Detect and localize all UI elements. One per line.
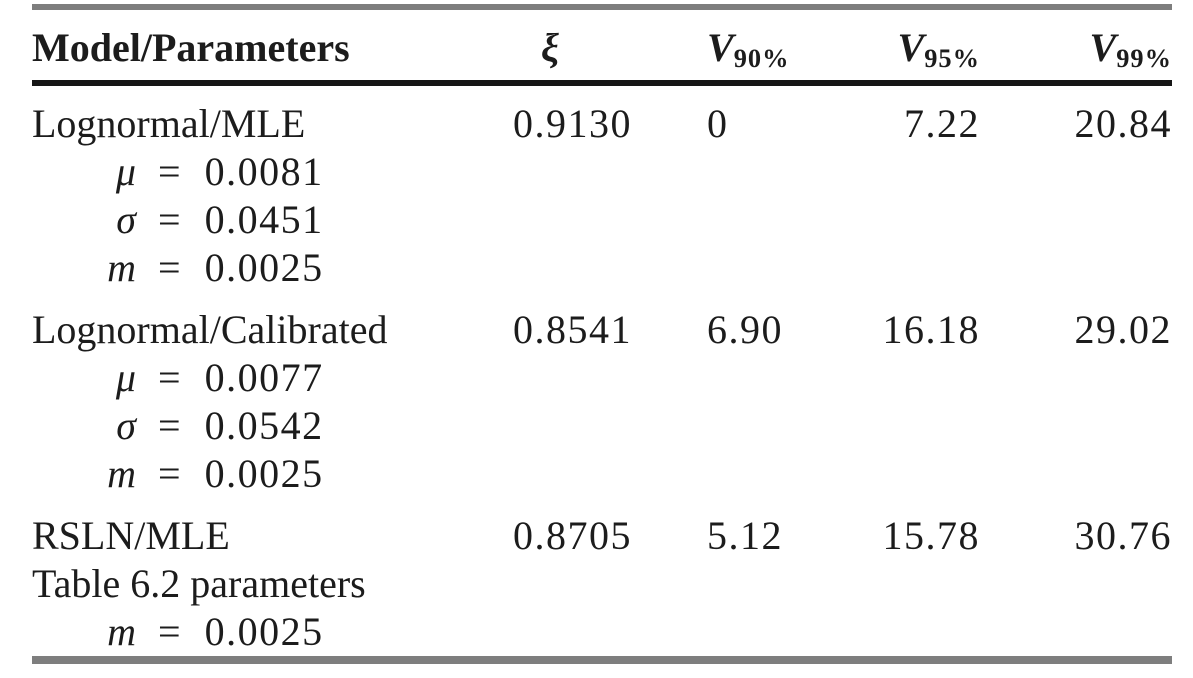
parameter-line: μ = 0.0081 bbox=[32, 148, 460, 196]
column-header-v90: V90% bbox=[640, 7, 830, 86]
parameter-symbol: σ bbox=[116, 197, 136, 242]
cell-v90: 6.90 bbox=[707, 307, 783, 352]
model-cell: Lognormal/Calibrated μ = 0.0077 σ = 0.05… bbox=[32, 292, 460, 498]
cell-v99: 30.76 bbox=[1074, 513, 1172, 558]
cell-xi: 0.9130 bbox=[513, 101, 632, 146]
parameter-line: m = 0.0025 bbox=[32, 450, 460, 498]
equals-sign: = bbox=[158, 355, 181, 400]
v99-base: V bbox=[1089, 25, 1117, 70]
cell-xi: 0.8705 bbox=[513, 513, 632, 558]
cell-xi: 0.8541 bbox=[513, 307, 632, 352]
parameter-value: 0.0451 bbox=[204, 197, 324, 242]
parameter-symbol: m bbox=[107, 245, 136, 290]
cell-v90: 0 bbox=[707, 101, 729, 146]
parameter-symbol: m bbox=[107, 451, 136, 496]
equals-sign: = bbox=[158, 245, 181, 290]
cell-v95: 16.18 bbox=[882, 307, 980, 352]
parameter-symbol: μ bbox=[115, 355, 136, 400]
model-cell: RSLN/MLE Table 6.2 parameters m = 0.0025 bbox=[32, 498, 460, 660]
column-header-model: Model/Parameters bbox=[32, 7, 460, 86]
v95-base: V bbox=[897, 25, 925, 70]
v90-base: V bbox=[707, 25, 734, 70]
column-header-xi: ξ bbox=[460, 7, 640, 86]
model-cell: Lognormal/MLE μ = 0.0081 σ = 0.0451 m = bbox=[32, 83, 460, 292]
parameter-symbol: μ bbox=[115, 149, 136, 194]
v95-subscript: 95% bbox=[924, 42, 980, 73]
table-row: Lognormal/MLE μ = 0.0081 σ = 0.0451 m = bbox=[32, 83, 1172, 292]
equals-sign: = bbox=[158, 197, 181, 242]
equals-sign: = bbox=[158, 149, 181, 194]
equals-sign: = bbox=[158, 451, 181, 496]
parameter-value: 0.0542 bbox=[204, 403, 324, 448]
parameter-value: 0.0081 bbox=[204, 149, 324, 194]
table-row: Lognormal/Calibrated μ = 0.0077 σ = 0.05… bbox=[32, 292, 1172, 498]
parameter-line: σ = 0.0451 bbox=[32, 196, 460, 244]
parameter-line: μ = 0.0077 bbox=[32, 354, 460, 402]
model-name: RSLN/MLE bbox=[32, 513, 230, 558]
column-header-v99: V99% bbox=[980, 7, 1172, 86]
equals-sign: = bbox=[158, 403, 181, 448]
page: Model/Parameters ξ V90% V95% V99% Lognor… bbox=[0, 4, 1193, 678]
parameter-value: 0.0025 bbox=[204, 245, 324, 290]
header-row: Model/Parameters ξ V90% V95% V99% bbox=[32, 7, 1172, 86]
cell-v95: 15.78 bbox=[882, 513, 980, 558]
results-table: Model/Parameters ξ V90% V95% V99% Lognor… bbox=[32, 4, 1172, 664]
parameter-value: 0.0077 bbox=[204, 355, 324, 400]
cell-v99: 20.84 bbox=[1074, 101, 1172, 146]
parameter-line: m = 0.0025 bbox=[32, 608, 460, 656]
parameter-value: 0.0025 bbox=[204, 451, 324, 496]
parameter-value: 0.0025 bbox=[204, 609, 324, 654]
parameter-line: m = 0.0025 bbox=[32, 244, 460, 292]
parameter-symbol: σ bbox=[116, 403, 136, 448]
model-name: Lognormal/Calibrated bbox=[32, 307, 388, 352]
parameter-line: σ = 0.0542 bbox=[32, 402, 460, 450]
table-row: RSLN/MLE Table 6.2 parameters m = 0.0025… bbox=[32, 498, 1172, 660]
v99-subscript: 99% bbox=[1116, 42, 1172, 73]
equals-sign: = bbox=[158, 609, 181, 654]
cell-v95: 7.22 bbox=[904, 101, 980, 146]
column-header-v95: V95% bbox=[830, 7, 980, 86]
model-note: Table 6.2 parameters bbox=[32, 561, 366, 606]
cell-v99: 29.02 bbox=[1074, 307, 1172, 352]
model-name: Lognormal/MLE bbox=[32, 101, 306, 146]
v90-subscript: 90% bbox=[733, 42, 790, 73]
parameter-symbol: m bbox=[107, 609, 136, 654]
cell-v90: 5.12 bbox=[707, 513, 783, 558]
